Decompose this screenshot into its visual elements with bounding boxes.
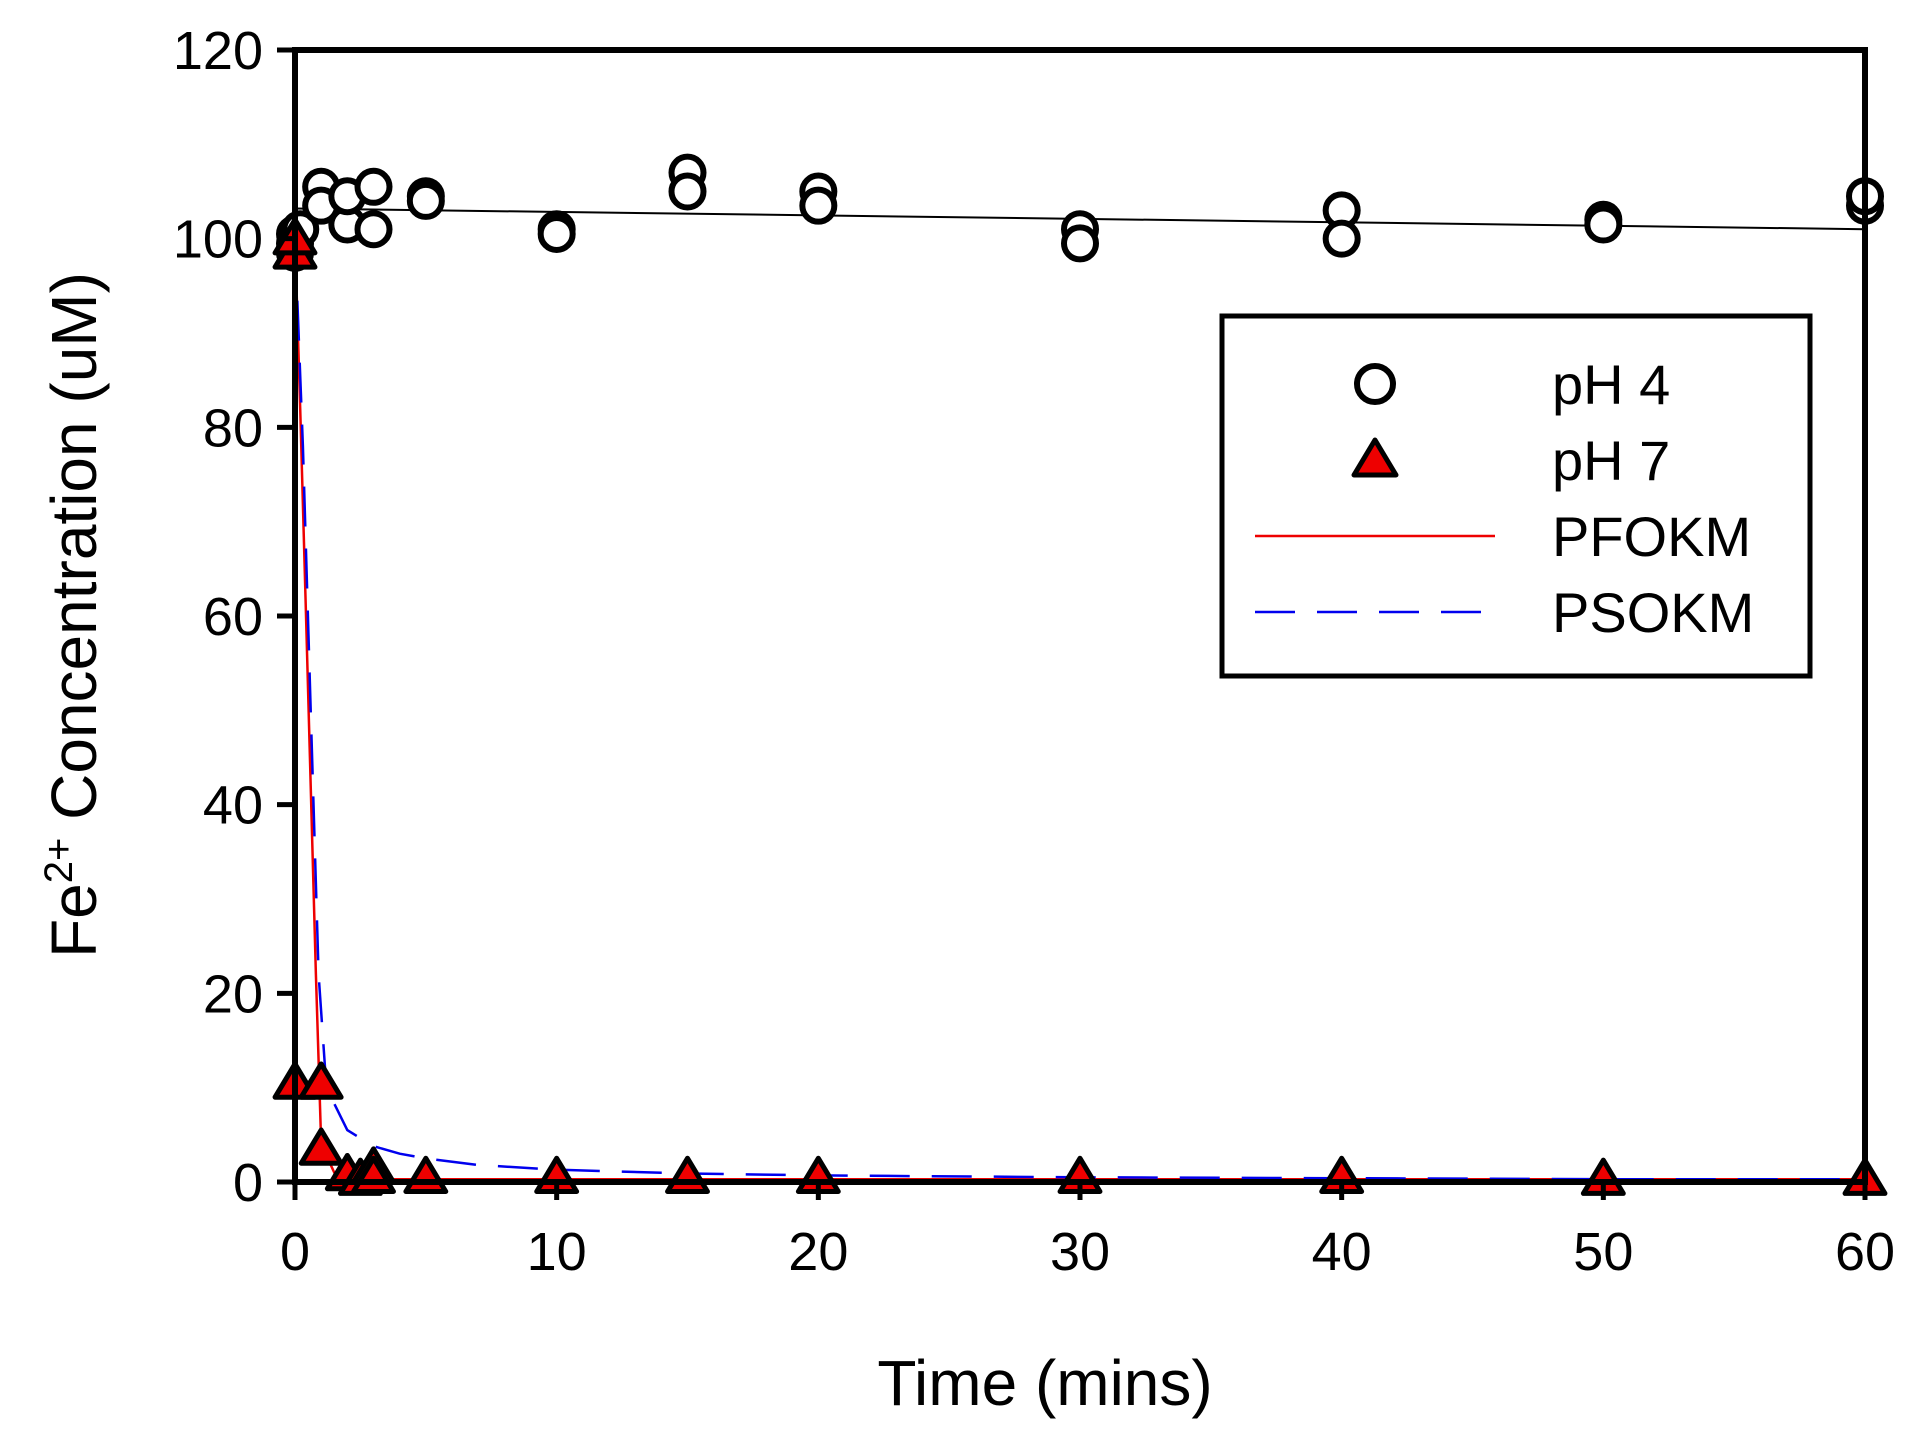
- legend-symbol-ph7: [1351, 437, 1399, 478]
- ph4-point: [406, 181, 445, 220]
- ph4-point: [537, 214, 576, 253]
- y-tick-label: 20: [203, 964, 263, 1024]
- series-line-psokm: [293, 238, 1865, 1181]
- ph4-point: [354, 167, 393, 206]
- x-tick-label: 60: [1835, 1222, 1895, 1282]
- y-axis-title-rest: Concentration (uM): [38, 272, 110, 838]
- legend-symbol-ph4: [1354, 363, 1396, 405]
- y-axis-title-superscript: 2+: [37, 838, 81, 884]
- y-tick-label: 0: [233, 1153, 263, 1213]
- ph7-point: [298, 1127, 344, 1166]
- legend-label-psokm: PSOKM: [1552, 581, 1754, 644]
- ph4-point: [354, 210, 393, 249]
- ph7-point: [403, 1155, 449, 1195]
- y-axis-title: Fe2+ Concentration (uM): [37, 272, 110, 958]
- ph4-point: [668, 172, 707, 211]
- y-tick-label: 120: [173, 21, 263, 81]
- ph4-point: [1584, 205, 1623, 244]
- y-tick-label: 80: [203, 398, 263, 458]
- legend-label-pfokm: PFOKM: [1552, 505, 1751, 568]
- y-axis-title-main: Fe: [38, 883, 110, 958]
- legend-label-ph-4: pH 4: [1552, 353, 1670, 416]
- x-tick-label: 10: [527, 1222, 587, 1282]
- y-tick-label: 40: [203, 776, 263, 836]
- x-tick-label: 40: [1312, 1222, 1372, 1282]
- y-tick-label: 60: [203, 587, 263, 647]
- legend-box: [1219, 313, 1813, 679]
- x-axis-title: Time (mins): [877, 1347, 1212, 1419]
- x-tick-label: 50: [1573, 1222, 1633, 1282]
- ph4-point: [799, 186, 838, 225]
- legend-label-ph-7: pH 7: [1552, 429, 1670, 492]
- ph4-point: [1322, 219, 1361, 258]
- x-tick-label: 20: [788, 1222, 848, 1282]
- x-tick-label: 0: [280, 1222, 310, 1282]
- ph4-point: [1061, 224, 1099, 263]
- x-tick-label: 30: [1050, 1222, 1110, 1282]
- ph7-point: [298, 1061, 344, 1100]
- legend: pH 4 pH 7 PFOKM PSOKM: [1219, 313, 1813, 679]
- axis-ticks: 0 20 40 60 80 100 120 0 10 20 30 40 50 60: [173, 21, 1895, 1282]
- y-tick-label: 100: [173, 210, 263, 270]
